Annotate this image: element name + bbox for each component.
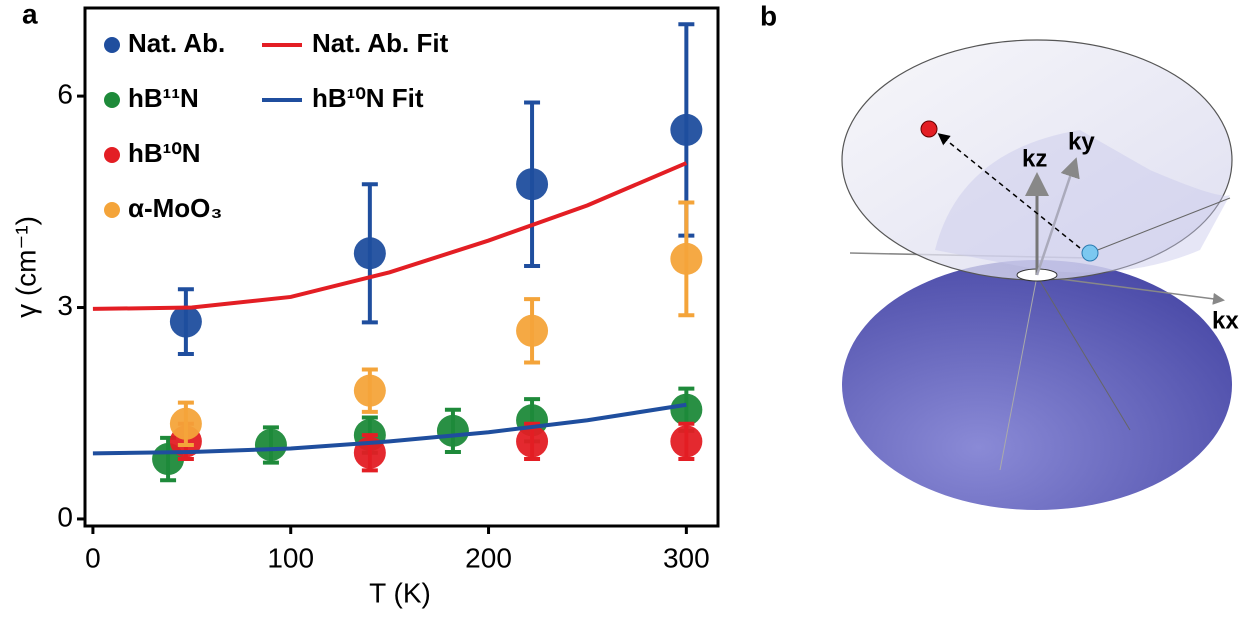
data-point — [254, 428, 287, 461]
final-state — [920, 120, 938, 138]
data-point — [670, 113, 703, 146]
initial-state — [1081, 244, 1099, 262]
data-point — [516, 168, 549, 201]
x-tick-label: 0 — [85, 542, 101, 573]
wavevector-arrow — [937, 133, 1081, 249]
legend-label: hB¹¹N — [128, 83, 199, 113]
legend-label: Nat. Ab. Fit — [312, 28, 449, 58]
shade — [935, 130, 1230, 273]
data-point — [353, 374, 386, 407]
x-tick-label: 300 — [663, 542, 710, 573]
y-axis-label: γ (cm⁻¹) — [10, 216, 41, 318]
legend-label: hB¹⁰N — [128, 138, 201, 168]
data-point — [169, 407, 202, 440]
legend-marker — [104, 147, 120, 163]
legend-label: hB¹⁰N Fit — [312, 83, 424, 113]
legend-label: α-MoO₃ — [128, 193, 222, 223]
data-point — [670, 393, 703, 426]
x-tick-label: 100 — [267, 542, 314, 573]
data-point — [436, 414, 469, 447]
ky-label: ky — [1068, 128, 1095, 155]
data-point — [670, 425, 703, 458]
panel-label: b — [760, 0, 777, 31]
data-point — [670, 242, 703, 275]
y-tick-label: 6 — [57, 78, 73, 109]
axis-line — [1036, 275, 1131, 431]
kx-axis — [1036, 275, 1225, 305]
legend-marker — [104, 202, 120, 218]
x-tick-label: 200 — [465, 542, 512, 573]
diagram-panel: b kz ky kx — [760, 0, 1239, 510]
x-axis-label: T (K) — [369, 577, 431, 608]
chart-panel: a T (K) γ (cm⁻¹) 0 100 200 300 0 3 6 Nat. Ab. hB… — [10, 0, 720, 608]
kx-label: kx — [1212, 307, 1239, 334]
y-tick-label: 3 — [57, 290, 73, 321]
ellipsoid — [842, 260, 1232, 510]
data-point — [169, 305, 202, 338]
axis-line — [1089, 197, 1231, 254]
legend-label: Nat. Ab. — [128, 28, 225, 58]
data-point — [516, 314, 549, 347]
legend-marker — [104, 37, 120, 53]
y-tick-label: 0 — [57, 501, 73, 532]
legend-marker — [104, 92, 120, 108]
fit-line — [92, 402, 687, 456]
panel-label: a — [22, 0, 38, 29]
data-point — [516, 425, 549, 458]
plot-frame — [83, 6, 720, 528]
kz-label: kz — [1022, 145, 1047, 172]
ky-axis — [1035, 157, 1080, 276]
data-point — [353, 237, 386, 270]
fit-line — [92, 161, 688, 311]
axis-line — [999, 275, 1038, 471]
